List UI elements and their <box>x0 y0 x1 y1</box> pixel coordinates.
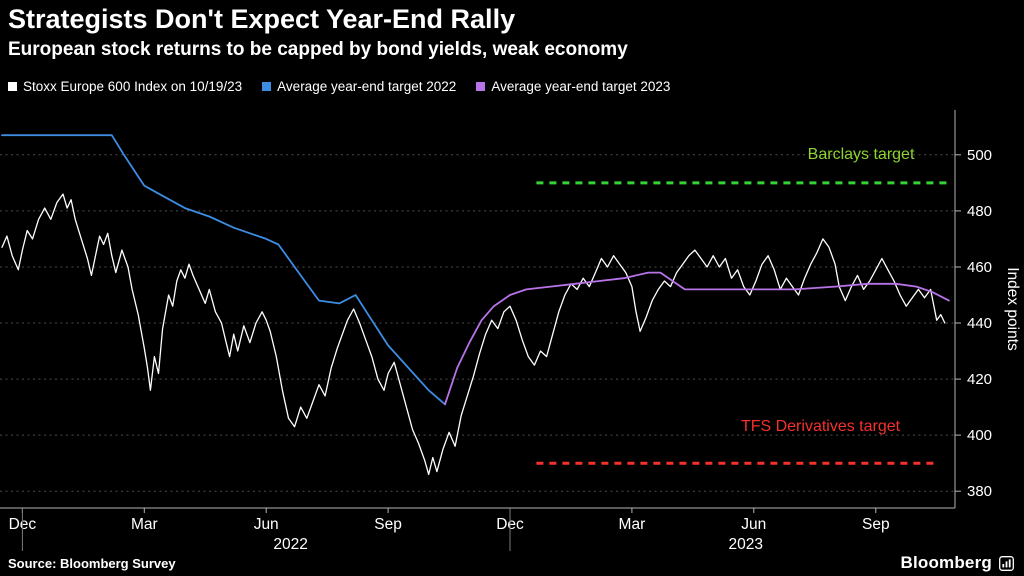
x-tick-label-sep: Sep <box>374 516 402 533</box>
y-tick-label-380: 380 <box>967 483 992 500</box>
page-title: Strategists Don't Expect Year-End Rally <box>8 4 516 34</box>
legend-swatch-icon <box>476 82 486 91</box>
chart-canvas: Barclays target TFS Derivatives target 380… <box>0 110 1021 552</box>
y-axis-title: Index points <box>1004 267 1021 351</box>
y-tick-label-500: 500 <box>967 147 992 164</box>
y-tick-label-440: 440 <box>967 315 992 332</box>
series-average-year-end-target-2022 <box>1 134 446 406</box>
footer: Source: Bloomberg Survey Bloomberg <box>8 553 1014 573</box>
legend-item-average-year-end-target-2022: Average year-end target 2022 <box>262 79 456 94</box>
y-tick-label-480: 480 <box>967 203 992 220</box>
legend-item-stoxx-europe-600-index-on-10-19-23: Stoxx Europe 600 Index on 10/19/23 <box>8 79 242 94</box>
x-tick-label-mar: Mar <box>131 516 158 533</box>
y-tick-label-460: 460 <box>967 259 992 276</box>
barclays-target-label: Barclays target <box>808 146 915 163</box>
bloomberg-chart-icon <box>999 555 1014 571</box>
legend-swatch-icon <box>262 82 272 91</box>
legend-label: Stoxx Europe 600 Index on 10/19/23 <box>23 79 243 94</box>
bloomberg-wordmark: Bloomberg <box>900 553 992 572</box>
y-tick-label-420: 420 <box>967 371 992 388</box>
year-label-2022: 2022 <box>273 536 307 552</box>
x-tick-label-jun: Jun <box>254 516 279 533</box>
series-average-year-end-target-2023 <box>444 271 950 406</box>
year-label-2023: 2023 <box>728 536 762 552</box>
legend-swatch-icon <box>8 82 17 91</box>
series-stoxx-europe-600-index-on-10-19-23 <box>1 193 946 476</box>
tfs-derivatives-target-label: TFS Derivatives target <box>741 418 901 435</box>
y-tick-label-400: 400 <box>967 427 992 444</box>
x-tick-label-sep: Sep <box>862 516 890 533</box>
x-tick-label-jun: Jun <box>741 516 766 533</box>
chart-legend: Stoxx Europe 600 Index on 10/19/23 Averag… <box>8 79 670 94</box>
page-subtitle: European stock returns to be capped by b… <box>8 39 628 60</box>
legend-item-average-year-end-target-2023: Average year-end target 2023 <box>476 79 670 94</box>
legend-label: Average year-end target 2023 <box>491 79 671 94</box>
bloomberg-logo: Bloomberg <box>900 553 1014 573</box>
source-text: Source: Bloomberg Survey <box>8 555 176 571</box>
legend-label: Average year-end target 2022 <box>277 79 457 94</box>
x-tick-label-mar: Mar <box>619 516 646 533</box>
